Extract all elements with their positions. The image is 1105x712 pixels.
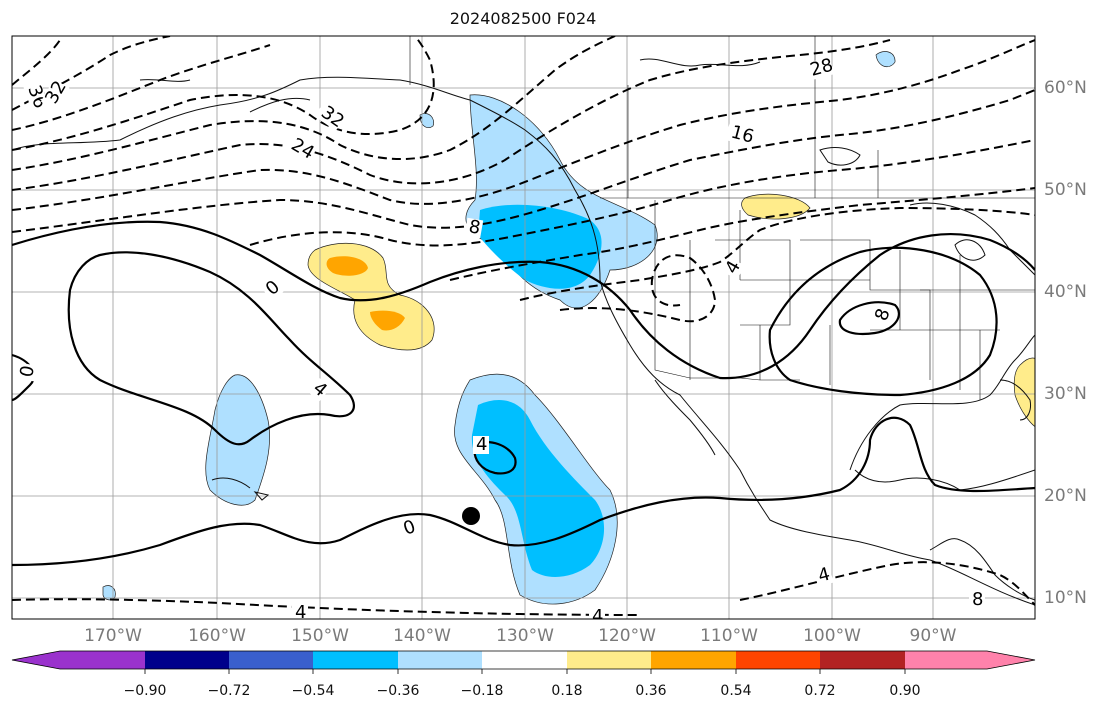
- lon-tick-label: 130°W: [496, 626, 554, 646]
- storm-center-marker: [462, 507, 480, 525]
- colorbar-extend-low: [12, 651, 60, 669]
- colorbar-segment: [736, 651, 820, 669]
- colorbar: [11, 650, 1036, 674]
- lat-tick-label: 10°N: [1044, 588, 1087, 608]
- contour-label: 4: [476, 434, 487, 455]
- contour-labels: 36 32 32 24 28 16 8 4 4 4 4 8 0 0 0 4 4 …: [16, 55, 985, 627]
- contour-label: 8: [972, 589, 983, 610]
- lon-tick-label: 110°W: [700, 626, 758, 646]
- colorbar-segment: [229, 651, 313, 669]
- colorbar-label: −0.18: [460, 683, 504, 699]
- colorbar-label: 0.36: [635, 683, 667, 699]
- colorbar-segment: [145, 651, 229, 669]
- colorbar-segment: [60, 651, 145, 669]
- contour-label: 8: [467, 216, 482, 239]
- colorbar-segment: [820, 651, 905, 669]
- contour-label: 4: [592, 606, 603, 627]
- lon-tick-label: 160°W: [188, 626, 246, 646]
- colorbar-segment: [313, 651, 398, 669]
- map-title: 2024082500 F024: [449, 9, 597, 28]
- lon-tick-label: 90°W: [909, 626, 957, 646]
- colorbar-segment: [482, 651, 567, 669]
- colorbar-ticks: [144, 669, 906, 674]
- colorbar-outline: [11, 650, 1036, 670]
- colorbar-label: −0.72: [207, 683, 251, 699]
- lon-tick-label: 100°W: [803, 626, 861, 646]
- lat-tick-label: 30°N: [1044, 384, 1087, 404]
- zero-positive-contours: [12, 220, 1035, 567]
- map-frame: [11, 35, 1036, 620]
- contour-label: 4: [295, 602, 306, 623]
- colorbar-segment: [398, 651, 482, 669]
- colorbar-label: 0.72: [804, 683, 836, 699]
- lat-tick-label: 20°N: [1044, 486, 1087, 506]
- contour-label: 4: [816, 564, 832, 587]
- colorbar-label: −0.54: [291, 683, 335, 699]
- lon-tick-label: 120°W: [598, 626, 656, 646]
- colorbar-segment: [905, 651, 987, 669]
- colorbar-label: −0.36: [376, 683, 420, 699]
- colorbar-label: 0.18: [551, 683, 583, 699]
- lat-tick-label: 40°N: [1044, 282, 1087, 302]
- colorbar-segment: [651, 651, 736, 669]
- colorbar-segment: [567, 651, 651, 669]
- colorbar-label: −0.90: [123, 683, 167, 699]
- colorbar-label: 0.54: [720, 683, 752, 699]
- lon-tick-label: 170°W: [84, 626, 142, 646]
- contour-label: 0: [16, 364, 39, 379]
- negative-contours: [12, 36, 1035, 616]
- colorbar-label: 0.90: [889, 683, 921, 699]
- lat-tick-label: 60°N: [1044, 78, 1087, 98]
- lon-tick-label: 150°W: [291, 626, 349, 646]
- lon-tick-label: 140°W: [393, 626, 451, 646]
- colorbar-extend-high: [987, 651, 1035, 669]
- lat-tick-label: 50°N: [1044, 180, 1087, 200]
